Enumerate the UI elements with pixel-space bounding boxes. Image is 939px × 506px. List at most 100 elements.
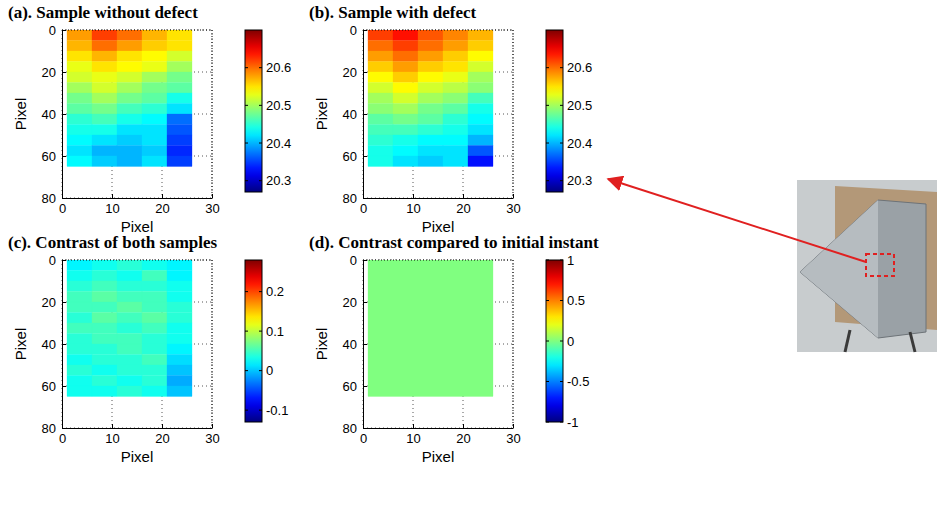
heat-cell (92, 271, 117, 282)
heat-cell (67, 271, 92, 282)
grid-line (363, 428, 513, 429)
tick-mark (363, 386, 367, 387)
tick-mark (560, 300, 563, 301)
tick-label: 0 (59, 201, 66, 216)
tick-mark (245, 410, 248, 411)
tick-label: 40 (42, 337, 56, 352)
stand (910, 332, 915, 352)
tick: 40 (42, 107, 66, 122)
colorbar-gradient (546, 30, 563, 192)
frame (62, 30, 212, 31)
heat-cell (167, 271, 192, 282)
tick-label: 20 (456, 431, 470, 446)
tick-label: 20 (343, 295, 357, 310)
heat-cell (92, 125, 117, 136)
heat-cell (468, 156, 493, 167)
heat-cell (393, 135, 418, 146)
heat-cell (368, 51, 393, 62)
heat-cell (67, 93, 92, 104)
tick-label: 40 (343, 337, 357, 352)
heat-cell (167, 386, 192, 397)
panel: 0102030020406080PixelPixel(a). Sample wi… (8, 3, 291, 235)
tick-label: 60 (42, 149, 56, 164)
heat-cell (418, 146, 443, 157)
axis-title: Pixel (313, 98, 330, 131)
tick-mark (546, 105, 549, 106)
heat-cell (142, 344, 167, 355)
heat-cell (468, 83, 493, 94)
tick-mark (112, 194, 113, 198)
heat-cell (393, 125, 418, 136)
heat-cell (67, 72, 92, 83)
heat-cell (418, 125, 443, 136)
tick-label: 0 (350, 23, 357, 38)
tick: 20 (42, 295, 66, 310)
heat-cell (418, 93, 443, 104)
heat-cell (368, 41, 393, 52)
tick-label: 0 (567, 334, 574, 349)
stand (845, 330, 850, 352)
tick-mark (62, 386, 66, 387)
grid-line (62, 428, 212, 429)
tick: 10 (406, 194, 420, 216)
tick: 80 (343, 421, 367, 436)
cells (67, 30, 192, 167)
heat-cell (92, 281, 117, 292)
tick: 60 (343, 379, 367, 394)
heat-cell (443, 146, 468, 157)
heat-cell (393, 41, 418, 52)
tick-label: 30 (205, 431, 219, 446)
heat-cell (167, 30, 192, 41)
tick-label: 80 (42, 421, 56, 436)
axis-line (63, 198, 213, 199)
tick-mark (162, 194, 163, 198)
heat-cell (468, 104, 493, 115)
heat-cell (393, 30, 418, 41)
heat-cell (67, 114, 92, 125)
heat-cell (117, 135, 142, 146)
grid-line (62, 198, 212, 199)
heat-cell (368, 260, 493, 397)
tick-mark (413, 194, 414, 198)
panel-title: (a). Sample without defect (8, 3, 198, 22)
heat-cell (92, 323, 117, 334)
tick-label: 20.4 (567, 136, 592, 151)
heat-cell (167, 323, 192, 334)
axis-title: Pixel (121, 448, 154, 465)
frame (513, 30, 514, 198)
tick-mark (62, 30, 66, 31)
heat-cell (92, 83, 117, 94)
heat-cell (67, 146, 92, 157)
tick-mark (546, 260, 549, 261)
frame (212, 30, 213, 198)
y-axis: 020406080 (343, 253, 367, 436)
heat-cell (443, 41, 468, 52)
grid (363, 260, 513, 428)
heat-cell (142, 104, 167, 115)
tick-label: 20.6 (266, 60, 291, 75)
heat-cell (142, 93, 167, 104)
colorbar: -0.100.10.2 (245, 260, 288, 422)
y-axis: 020406080 (42, 23, 66, 206)
tick-mark (62, 72, 66, 73)
heat-cell (142, 62, 167, 73)
axis-title: Pixel (12, 98, 29, 131)
tick-mark (245, 291, 248, 292)
heat-cell (393, 114, 418, 125)
heat-cell (67, 125, 92, 136)
tick-label: 0 (266, 363, 273, 378)
heat-cell (92, 62, 117, 73)
grid (363, 30, 513, 198)
tick-mark (463, 424, 464, 428)
colorbar-gradient (546, 260, 563, 422)
heat-cell (142, 146, 167, 157)
heat-cell (67, 386, 92, 397)
heat-cell (117, 271, 142, 282)
x-axis: 0102030 (360, 194, 521, 216)
tick-mark (363, 156, 367, 157)
heat-cell (167, 365, 192, 376)
defect-box (866, 254, 894, 276)
tick-mark (546, 67, 549, 68)
heat-cell (67, 41, 92, 52)
cells (368, 260, 493, 397)
